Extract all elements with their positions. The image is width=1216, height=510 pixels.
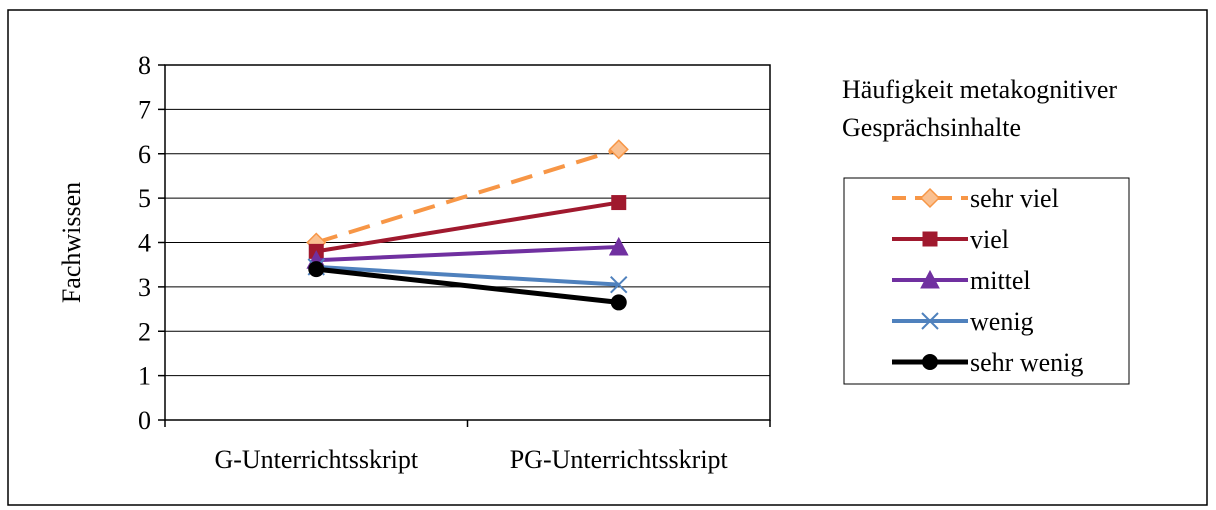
data-point bbox=[608, 236, 629, 256]
y-tick-label: 8 bbox=[138, 51, 151, 80]
legend: sehr viel viel mittel wenig sehr wenig bbox=[892, 184, 1083, 377]
y-tick-label: 3 bbox=[138, 273, 151, 302]
series-line bbox=[316, 264, 619, 287]
data-point bbox=[608, 139, 629, 160]
data-point bbox=[610, 294, 627, 311]
legend-marker bbox=[922, 231, 938, 247]
legend-entry-sehr-viel: sehr viel bbox=[892, 184, 1059, 213]
series-line bbox=[315, 200, 620, 254]
legend-marker bbox=[919, 187, 941, 209]
data-point bbox=[610, 275, 628, 294]
legend-entry-viel: viel bbox=[892, 225, 1009, 254]
y-tick-label: 1 bbox=[138, 362, 151, 391]
y-tick-label: 2 bbox=[138, 317, 151, 346]
legend-title-line: Gesprächsinhalte bbox=[842, 113, 1021, 142]
legend-entry-wenig: wenig bbox=[892, 307, 1034, 336]
legend-label: wenig bbox=[970, 307, 1034, 336]
legend-label: viel bbox=[970, 225, 1009, 254]
legend-entry-sehr-wenig: sehr wenig bbox=[892, 348, 1083, 377]
legend-marker bbox=[920, 269, 940, 289]
series-viel bbox=[308, 195, 627, 259]
legend-label: sehr viel bbox=[970, 184, 1059, 213]
legend-title: Häufigkeit metakognitiver Gesprächsinhalt… bbox=[842, 75, 1117, 142]
legend-title-line: Häufigkeit metakognitiver bbox=[842, 75, 1117, 104]
y-tick-label: 5 bbox=[138, 184, 151, 213]
series-sehr-wenig bbox=[308, 261, 627, 311]
legend-box bbox=[843, 177, 1130, 385]
x-tick-label: G-Unterrichtsskript bbox=[214, 445, 418, 474]
legend-label: mittel bbox=[970, 266, 1031, 295]
series-line bbox=[316, 244, 619, 263]
data-point bbox=[308, 261, 325, 278]
data-point bbox=[611, 195, 627, 211]
legend-label: sehr wenig bbox=[970, 348, 1083, 377]
y-tick-label: 0 bbox=[138, 406, 151, 435]
y-tick-label: 4 bbox=[138, 229, 151, 258]
axes bbox=[158, 64, 771, 427]
x-tick-label: PG-Unterrichtsskript bbox=[510, 445, 729, 474]
y-tick-label: 7 bbox=[138, 95, 151, 124]
y-tick-labels: 0 1 2 3 4 5 6 7 8 bbox=[138, 51, 151, 435]
gridlines bbox=[165, 108, 770, 377]
x-tick-labels: G-Unterrichtsskript PG-Unterrichtsskript bbox=[214, 445, 728, 474]
y-tick-label: 6 bbox=[138, 140, 151, 169]
legend-marker bbox=[922, 354, 938, 370]
series-line bbox=[315, 147, 620, 245]
series-line bbox=[315, 266, 620, 305]
legend-marker bbox=[921, 312, 939, 330]
series-lines bbox=[306, 139, 629, 311]
y-axis-label: Fachwissen bbox=[57, 182, 86, 303]
legend-entry-mittel: mittel bbox=[892, 266, 1031, 295]
